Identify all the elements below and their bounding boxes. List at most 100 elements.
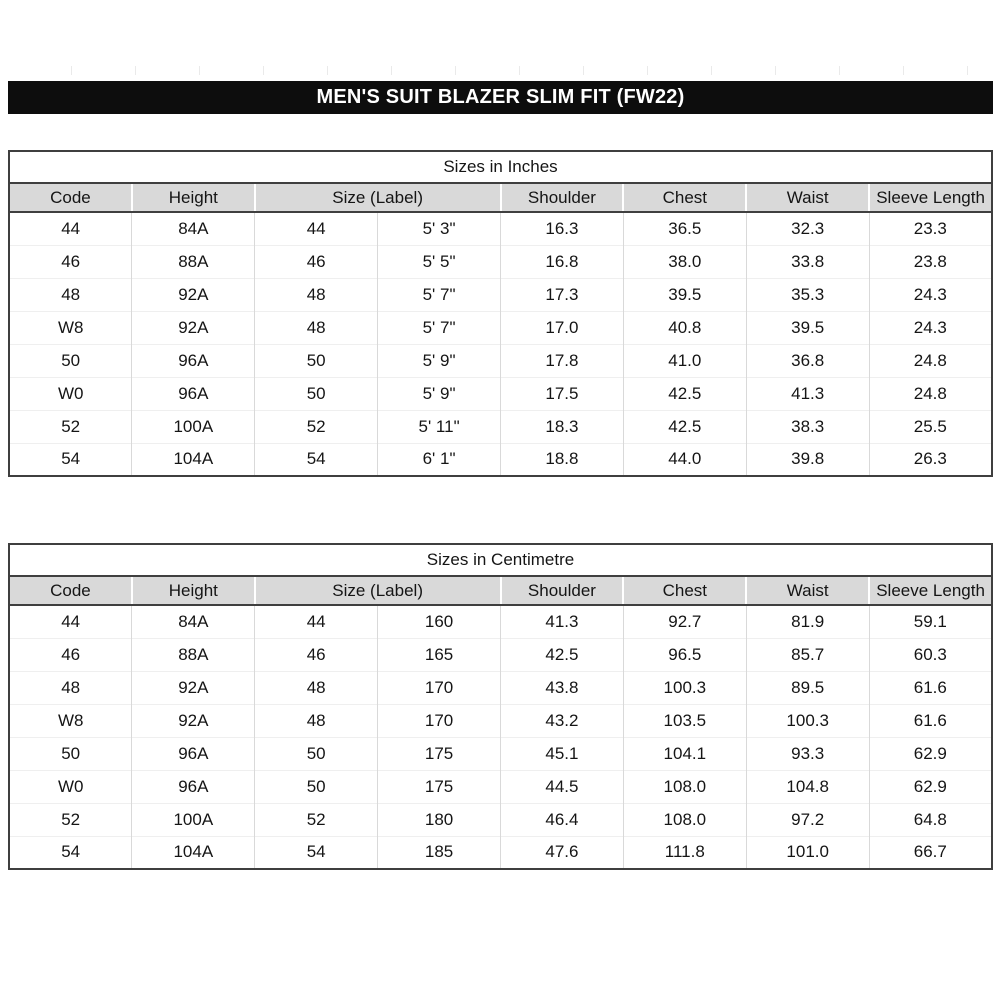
table-cell: 185	[377, 835, 501, 869]
table-cell: 50	[9, 736, 132, 770]
table-cell: 88A	[131, 244, 255, 278]
table-cell: 5' 9"	[377, 343, 501, 377]
table-cell: 104A	[131, 835, 255, 869]
table-row: 50 96A 50 175 45.1 104.1 93.3 62.9	[9, 736, 992, 770]
table-cell: 50	[254, 376, 378, 410]
table-cell: 38.3	[745, 409, 870, 443]
table-cell: 48	[254, 703, 378, 737]
column-header: Height	[130, 576, 255, 606]
sizes-in-centimetre-table: Sizes in Centimetre Code Height Size (Label…	[8, 543, 993, 870]
table-cell: 100A	[131, 802, 255, 836]
table-cell: 23.3	[868, 212, 992, 245]
table-cell: 96A	[131, 769, 255, 803]
table-cell: 25.5	[868, 409, 992, 443]
table-cell: 5' 3"	[377, 212, 501, 245]
table-cell: 175	[377, 769, 501, 803]
table-cell: 92A	[131, 310, 255, 344]
table-cell: 50	[254, 736, 378, 770]
sizes-in-inches-table: Sizes in Inches Code Height Size (Label) Sho…	[8, 150, 993, 477]
table-cell: 46	[254, 637, 378, 671]
table-cell: 47.6	[500, 835, 624, 869]
table-cell: 66.7	[868, 835, 992, 869]
table-row: 48 92A 48 170 43.8 100.3 89.5 61.6	[9, 670, 992, 704]
table-cell: 50	[254, 769, 378, 803]
table-cell: 43.2	[500, 703, 624, 737]
table-cell: 6' 1"	[377, 442, 501, 476]
table-row: 54 104A 54 185 47.6 111.8 101.0 66.7	[9, 835, 992, 869]
table-cell: 17.3	[500, 277, 624, 311]
table-cell: 81.9	[745, 605, 870, 638]
table-cell: 62.9	[868, 769, 992, 803]
table-cell: 108.0	[622, 802, 747, 836]
table-cell: 52	[254, 409, 378, 443]
column-header: Chest	[622, 183, 747, 213]
table-cell: 41.3	[500, 605, 624, 638]
table-title: Sizes in Centimetre	[9, 544, 992, 577]
column-header: Code	[9, 183, 132, 213]
table-cell: 44	[254, 212, 378, 245]
table-cell: 104.8	[745, 769, 870, 803]
table-cell: 36.5	[622, 212, 747, 245]
table-cell: 46.4	[500, 802, 624, 836]
table-cell: 48	[9, 277, 132, 311]
table-cell: 40.8	[622, 310, 747, 344]
table-cell: 96A	[131, 736, 255, 770]
column-header: Shoulder	[499, 576, 624, 606]
table-row: 48 92A 48 5' 7" 17.3 39.5 35.3 24.3	[9, 277, 992, 311]
table-cell: 5' 7"	[377, 310, 501, 344]
table-cell: 5' 5"	[377, 244, 501, 278]
table-cell: 24.3	[868, 310, 992, 344]
table-cell: 48	[9, 670, 132, 704]
table-cell: 35.3	[745, 277, 870, 311]
table-cell: 88A	[131, 637, 255, 671]
table-cell: 170	[377, 703, 501, 737]
table-cell: 96.5	[622, 637, 747, 671]
table-cell: 100A	[131, 409, 255, 443]
table-cell: 84A	[131, 605, 255, 638]
table-cell: 52	[9, 802, 132, 836]
table-title-row: Sizes in Inches	[9, 151, 992, 184]
table-cell: W0	[9, 769, 132, 803]
table-cell: 48	[254, 670, 378, 704]
table-cell: 17.0	[500, 310, 624, 344]
table-cell: 17.8	[500, 343, 624, 377]
table-cell: 170	[377, 670, 501, 704]
table-cell: 96A	[131, 343, 255, 377]
table-cell: 84A	[131, 212, 255, 245]
table-title-row: Sizes in Centimetre	[9, 544, 992, 577]
table-cell: 160	[377, 605, 501, 638]
table-cell: 50	[9, 343, 132, 377]
table-cell: 24.3	[868, 277, 992, 311]
table-cell: 54	[9, 835, 132, 869]
table-cell: 52	[9, 409, 132, 443]
column-header: Size (Label)	[253, 183, 501, 213]
table-row: 44 84A 44 160 41.3 92.7 81.9 59.1	[9, 605, 992, 638]
table-row: 46 88A 46 5' 5" 16.8 38.0 33.8 23.8	[9, 244, 992, 278]
table-cell: 100.3	[622, 670, 747, 704]
table-cell: 33.8	[745, 244, 870, 278]
table-cell: 61.6	[868, 670, 992, 704]
table-cell: 42.5	[622, 409, 747, 443]
table-cell: W8	[9, 703, 132, 737]
table-cell: 24.8	[868, 376, 992, 410]
table-row: W8 92A 48 170 43.2 103.5 100.3 61.6	[9, 703, 992, 737]
column-header: Code	[9, 576, 132, 606]
table-cell: 103.5	[622, 703, 747, 737]
table-cell: 24.8	[868, 343, 992, 377]
table-cell: 42.5	[622, 376, 747, 410]
table-cell: 52	[254, 802, 378, 836]
column-header: Sleeve Length	[868, 183, 992, 213]
table-cell: 26.3	[868, 442, 992, 476]
table-cell: 64.8	[868, 802, 992, 836]
spreadsheet-gridline-ticks	[8, 66, 993, 75]
page-title-banner: MEN'S SUIT BLAZER SLIM FIT (FW22)	[8, 81, 993, 114]
table-cell: 85.7	[745, 637, 870, 671]
table-row: 46 88A 46 165 42.5 96.5 85.7 60.3	[9, 637, 992, 671]
table-cell: 61.6	[868, 703, 992, 737]
table-cell: 62.9	[868, 736, 992, 770]
column-header: Height	[130, 183, 255, 213]
table-cell: 44	[61, 611, 81, 631]
table-cell: 48	[254, 277, 378, 311]
table-cell: 46	[9, 637, 132, 671]
table-cell: 16.3	[500, 212, 624, 245]
